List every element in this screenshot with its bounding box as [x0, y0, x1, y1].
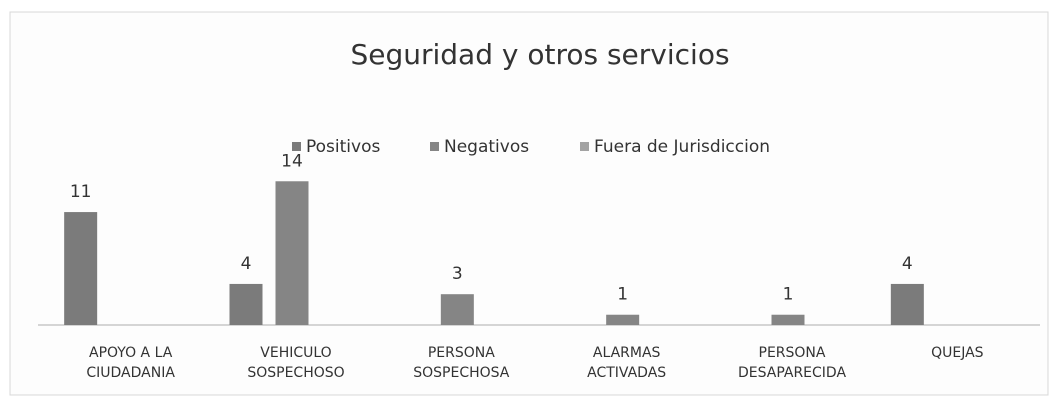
- x-tick-label: VEHICULO SOSPECHOSO: [247, 345, 345, 381]
- chart-title: Seguridad y otros servicios: [350, 38, 729, 71]
- bar: [229, 283, 263, 325]
- legend-label: Fuera de Jurisdiccion: [594, 137, 770, 157]
- legend-label: Positivos: [306, 137, 380, 157]
- data-label: 14: [281, 151, 303, 171]
- bar: [890, 283, 924, 325]
- bar: [606, 314, 640, 325]
- data-label: 4: [241, 254, 252, 274]
- bar: [771, 314, 805, 325]
- bar: [440, 294, 474, 325]
- bar: [64, 212, 98, 325]
- data-label: 1: [617, 285, 628, 305]
- x-tick-label: PERSONA SOSPECHOSA: [413, 345, 510, 381]
- data-label: 11: [70, 182, 92, 202]
- data-label: 3: [452, 264, 463, 284]
- legend-swatch: [580, 142, 589, 151]
- legend-label: Negativos: [444, 137, 529, 157]
- data-label: 4: [902, 254, 913, 274]
- bar: [275, 181, 309, 325]
- legend-swatch: [430, 142, 439, 151]
- x-tick-label: APOYO A LA CIUDADANIA: [86, 345, 175, 381]
- data-label: 1: [783, 285, 794, 305]
- legend-swatch: [292, 142, 301, 151]
- x-tick-label: PERSONA DESAPARECIDA: [737, 345, 847, 381]
- x-tick-label: QUEJAS: [931, 345, 984, 361]
- chart-frame: [9, 11, 1049, 396]
- x-tick-label: ALARMAS ACTIVADAS: [587, 345, 667, 381]
